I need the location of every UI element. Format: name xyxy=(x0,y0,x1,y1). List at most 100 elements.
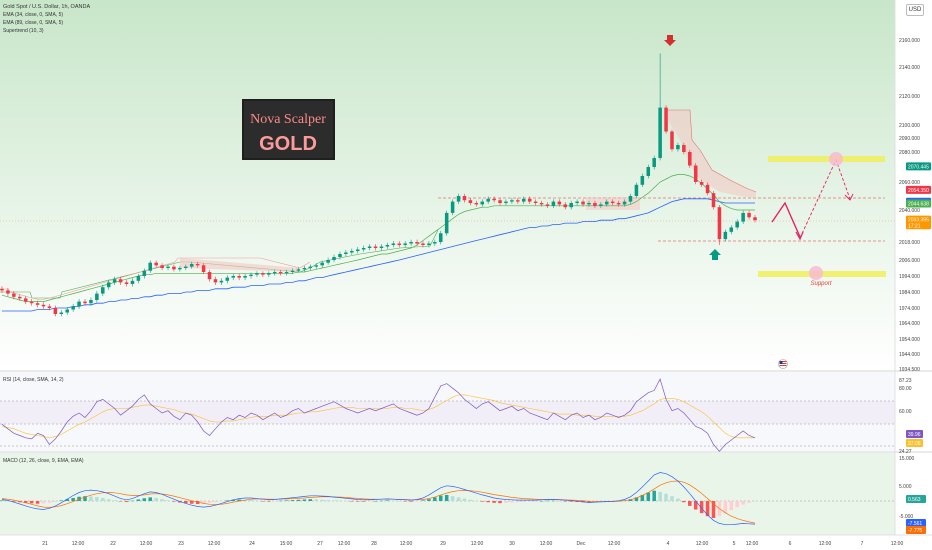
candle xyxy=(184,266,188,268)
macd-histogram-bar xyxy=(456,497,461,501)
rsi-line xyxy=(1,378,756,452)
resistance-circle xyxy=(829,152,843,166)
candle xyxy=(652,158,656,167)
candle xyxy=(178,268,182,270)
logo-subtitle: GOLD xyxy=(259,133,317,155)
candle xyxy=(438,233,443,242)
macd-histogram-bar xyxy=(516,501,520,503)
time-tick-label: 12:00 xyxy=(746,541,759,547)
candle xyxy=(225,277,230,281)
macd-histogram-bar xyxy=(23,501,28,503)
top-arrow-marker xyxy=(664,35,676,46)
macd-histogram-bar xyxy=(95,497,99,501)
macd-histogram-bar xyxy=(640,494,645,501)
candle xyxy=(201,265,206,272)
macd-histogram-bar xyxy=(101,497,105,501)
price-tag-label: 2044.638 xyxy=(908,202,929,208)
candle xyxy=(527,198,532,202)
resistance-zone xyxy=(768,156,885,162)
candle xyxy=(397,243,402,245)
candle xyxy=(557,201,562,205)
macd-histogram-bar xyxy=(444,494,449,501)
macd-histogram-bar xyxy=(510,501,514,503)
candle xyxy=(729,227,734,232)
time-axis[interactable]: 21 12:00 22 12:00 23 12:00 24 15:00 27 12:00 28 12:… xyxy=(42,541,903,547)
price-axis[interactable]: 2160.000 2140.000 2120.000 2100.000 2090.000… xyxy=(899,38,920,373)
macd-histogram-bar xyxy=(83,496,87,501)
macd-histogram-bar xyxy=(747,501,751,503)
macd-histogram-bar xyxy=(693,501,698,510)
macd-histogram-bar xyxy=(379,500,384,502)
time-tick-label: 12:00 xyxy=(608,541,621,547)
price-tick-label: 2040.000 xyxy=(899,208,920,214)
candle xyxy=(261,273,265,275)
macd-histogram-bar xyxy=(166,500,170,501)
time-tick-label: 12:00 xyxy=(696,541,709,547)
time-tick-label: 12:00 xyxy=(471,541,484,547)
macd-line xyxy=(1,472,756,526)
candle xyxy=(474,203,479,205)
price-tick-label: 2090.000 xyxy=(899,136,920,142)
macd-histogram-bar xyxy=(468,499,473,501)
macd-histogram-bar xyxy=(267,501,271,502)
rsi-band xyxy=(0,401,895,424)
price-tick-label: 2060.000 xyxy=(899,180,920,186)
candle xyxy=(533,201,538,203)
macd-histogram-bar xyxy=(682,501,686,503)
macd-histogram-bar xyxy=(421,500,425,501)
macd-histogram-bar xyxy=(658,491,662,501)
macd-histogram-bar xyxy=(148,497,152,501)
candle xyxy=(628,196,633,202)
macd-histogram-bar xyxy=(35,501,40,504)
macd-histogram-bar xyxy=(344,501,348,502)
macd-histogram-bar xyxy=(71,497,75,501)
candle xyxy=(101,287,105,294)
candle xyxy=(433,242,437,244)
macd-histogram-bar xyxy=(237,499,241,501)
candle xyxy=(403,243,407,245)
candle xyxy=(207,272,212,280)
candle xyxy=(610,201,615,203)
candle xyxy=(622,201,627,205)
time-tick-label: 29 xyxy=(440,541,446,547)
macd-histogram-bar xyxy=(207,501,212,504)
macd-tick-label: -7.775 xyxy=(908,528,922,534)
bottom-arrow-marker xyxy=(709,249,721,260)
us-flag-icon[interactable] xyxy=(778,359,788,369)
candle xyxy=(320,262,324,266)
macd-histogram-bar xyxy=(308,499,313,501)
ema34-line xyxy=(1,174,755,302)
candle xyxy=(741,212,745,222)
macd-pane xyxy=(0,472,757,526)
macd-histogram-bar xyxy=(231,499,236,501)
ema89-line-group xyxy=(2,198,755,312)
candle xyxy=(379,246,384,248)
time-tick-label: 22 xyxy=(110,541,116,547)
price-tick-label: 1944.000 xyxy=(899,352,920,358)
macd-histogram-bar xyxy=(385,500,390,501)
rsi-axis[interactable]: 87.23 80.00 60.00 39.96 37.06 24.27 xyxy=(899,378,923,455)
currency-button[interactable]: USD xyxy=(906,4,924,16)
candle xyxy=(344,252,348,254)
price-tick-label: 2018.000 xyxy=(899,240,920,246)
rsi-tick-label: 80.00 xyxy=(899,386,912,392)
macd-tick-label: 15.000 xyxy=(899,456,915,462)
price-tick-label: 2100.000 xyxy=(899,123,920,129)
macd-histogram-bar xyxy=(492,501,496,503)
macd-histogram-bar xyxy=(676,498,680,501)
macd-histogram-bar xyxy=(527,501,532,502)
candle xyxy=(112,279,117,283)
candle xyxy=(71,306,75,310)
macd-histogram-bar xyxy=(41,501,46,504)
macd-histogram-bar xyxy=(219,501,224,502)
macd-axis[interactable]: 15.000 5.000 0.563 -5.000-7.561-7.775 xyxy=(899,456,926,534)
candle xyxy=(717,207,722,240)
candle xyxy=(59,312,64,314)
candle xyxy=(124,282,129,284)
macd-histogram-bar xyxy=(112,500,117,501)
macd-tick-label: 5.000 xyxy=(899,484,912,490)
macd-histogram-bar xyxy=(711,501,716,518)
candle xyxy=(83,301,87,304)
time-tick-label: 12:00 xyxy=(140,541,153,547)
